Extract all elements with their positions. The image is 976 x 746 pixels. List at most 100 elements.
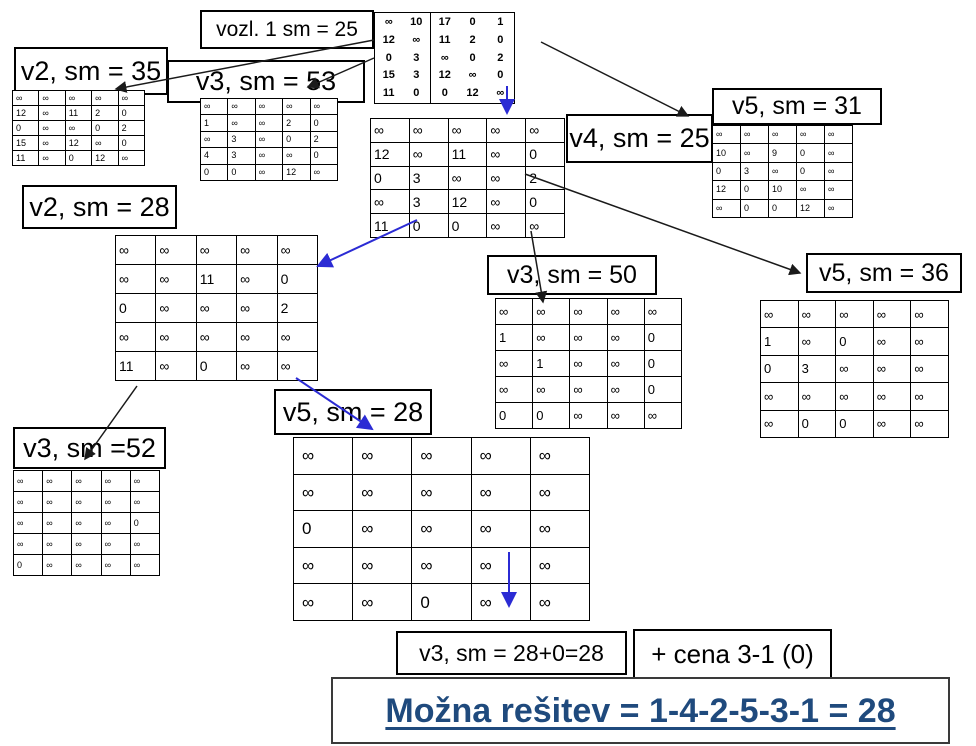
node-label-v3-50: v3, sm = 50 [487, 255, 657, 295]
matrix-cell: ∞ [42, 554, 73, 576]
matrix-cell: ∞ [11, 90, 40, 106]
matrix-cell: ∞ [411, 437, 472, 475]
matrix-cell: 1 [497, 15, 504, 28]
matrix-cell: ∞ [529, 510, 591, 548]
matrix-cell: ∞ [114, 322, 157, 352]
matrix-cell: 0 [402, 84, 431, 104]
matrix-cell: 10 [402, 12, 431, 32]
matrix-cell: ∞ [797, 327, 837, 356]
matrix-cell: 0 [796, 161, 825, 182]
matrix-cell: 0 [497, 69, 504, 82]
matrix-cell: 12 [466, 87, 479, 100]
matrix-cell: 0 [11, 120, 40, 136]
matrix-cell: ∞ [292, 546, 354, 585]
node-label-v2-28: v2, sm = 28 [22, 185, 177, 229]
matrix-cell: ∞ [494, 350, 534, 377]
matrix-cell: ∞ [470, 437, 531, 475]
matrix-cell: 0 [760, 354, 799, 384]
matrix-cell: ∞ [155, 235, 197, 265]
matrix-cell: ∞ [352, 546, 413, 585]
matrix-cell: ∞ [486, 213, 527, 238]
matrix-cell: ∞ [236, 235, 278, 265]
matrix-cell: 3 [402, 66, 431, 85]
matrix-cell: 0 [469, 51, 476, 64]
matrix-cell: ∞ [42, 533, 73, 555]
matrix-cell: 9 [768, 143, 797, 163]
matrix-cell: ∞ [740, 143, 769, 163]
matrix-cell: 2 [309, 130, 339, 149]
matrix-cell: 15 [382, 69, 395, 82]
matrix-cell: 2 [117, 120, 146, 136]
matrix-cell: ∞ [282, 97, 311, 116]
matrix-cell: 0 [768, 198, 797, 219]
matrix-cell: 0 [385, 51, 392, 64]
arrow-root-to-v4-25 [540, 41, 690, 117]
matrix-cell: ∞ [42, 512, 73, 534]
matrix-cell: ∞ [276, 235, 319, 265]
matrix-cell: ∞ [129, 554, 161, 576]
matrix-cell: 0 [643, 324, 683, 351]
matrix-cell: ∞ [606, 350, 645, 377]
matrix-cell: 0 [91, 120, 119, 136]
matrix-cell: 3 [227, 147, 256, 165]
matrix-v5-31: ∞ ∞ ∞ ∞ ∞ 10 ∞ 9 0 ∞ 0 3 ∞ 0 ∞ 12 0 10 ∞ ∞ ∞ 0 0 12 ∞ [712, 124, 853, 219]
matrix-v3-52: ∞ ∞ ∞ ∞ ∞ ∞ ∞ ∞ ∞ ∞ ∞ ∞ ∞ ∞ 0 ∞ ∞ ∞ ∞ ∞ 0 ∞ ∞ ∞ ∞ [12, 470, 161, 576]
matrix-cell: ∞ [529, 546, 591, 585]
matrix-cell: ∞ [532, 376, 571, 403]
matrix-cell: ∞ [309, 97, 339, 116]
matrix-cell: ∞ [486, 189, 527, 215]
matrix-cell: ∞ [38, 150, 66, 166]
matrix-cell: 11 [370, 213, 410, 238]
matrix-cell: 11 [447, 141, 488, 167]
matrix-cell: 0 [643, 376, 683, 403]
matrix-cell: ∞ [195, 235, 238, 265]
node-label-v5-31: v5, sm = 31 [712, 88, 882, 125]
matrix-cell: ∞ [470, 546, 531, 585]
matrix-v5-36: ∞ ∞ ∞ ∞ ∞ 1 ∞ 0 ∞ ∞ 0 3 ∞ ∞ ∞ ∞ ∞ ∞ ∞ ∞ ∞ 0 0 ∞ ∞ [760, 299, 949, 439]
matrix-cell: ∞ [71, 470, 102, 492]
matrix-cell: 0 [114, 293, 157, 323]
matrix-cell: ∞ [824, 124, 853, 145]
matrix-cell: ∞ [486, 165, 527, 191]
matrix-cell: 4 [199, 147, 229, 165]
matrix-cell: 12 [64, 135, 93, 151]
matrix-cell: ∞ [496, 87, 505, 100]
matrix-cell: 11 [11, 150, 40, 166]
matrix-v3-50: ∞ ∞ ∞ ∞ ∞ 1 ∞ ∞ ∞ 0 ∞ 1 ∞ ∞ 0 ∞ ∞ ∞ ∞ 0 0 0 ∞ ∞ ∞ [494, 298, 683, 429]
matrix-cell: ∞ [910, 327, 949, 356]
node-label-v4-25: v4, sm = 25 [566, 114, 713, 163]
matrix-cell: ∞ [768, 161, 797, 182]
matrix-cell: ∞ [411, 546, 472, 585]
matrix-cell: ∞ [195, 322, 238, 352]
matrix-cell: ∞ [352, 473, 413, 512]
matrix-cell: 0 [740, 198, 769, 219]
matrix-cell: 3 [797, 354, 837, 384]
matrix-cell: ∞ [117, 90, 146, 106]
matrix-cell: 0 [309, 147, 339, 165]
matrix-cell: ∞ [71, 491, 102, 513]
matrix-cell: ∞ [569, 298, 608, 325]
matrix-cell: 10 [712, 143, 741, 163]
matrix-cell: 17 [438, 15, 451, 28]
matrix-cell: 1 [760, 327, 799, 356]
matrix-cell: ∞ [569, 324, 608, 351]
matrix-cell: ∞ [529, 583, 591, 621]
matrix-cell: ∞ [12, 512, 44, 534]
node-label-v2-35: v2, sm = 35 [14, 47, 168, 95]
matrix-cell: ∞ [155, 264, 197, 294]
matrix-cell: ∞ [254, 114, 284, 132]
matrix-cell: ∞ [129, 533, 161, 555]
matrix-cell: 0 [835, 327, 874, 356]
matrix-cell: ∞ [824, 143, 853, 163]
matrix-cell: ∞ [529, 473, 591, 512]
matrix-cell: ∞ [100, 512, 131, 534]
matrix-cell: ∞ [91, 135, 119, 151]
matrix-cell: ∞ [760, 299, 799, 329]
matrix-cell: ∞ [129, 491, 161, 513]
matrix-cell: ∞ [411, 473, 472, 512]
matrix-cell: 2 [91, 105, 119, 121]
matrix-cell: ∞ [155, 322, 197, 352]
matrix-cell: ∞ [835, 354, 874, 384]
matrix-v4-25: ∞ ∞ ∞ ∞ ∞ 12 ∞ 11 ∞ 0 0 3 ∞ ∞ 2 ∞ 3 12 ∞ 0 11 0 0 ∞ ∞ [370, 118, 565, 238]
matrix-cell: 0 [276, 264, 319, 294]
